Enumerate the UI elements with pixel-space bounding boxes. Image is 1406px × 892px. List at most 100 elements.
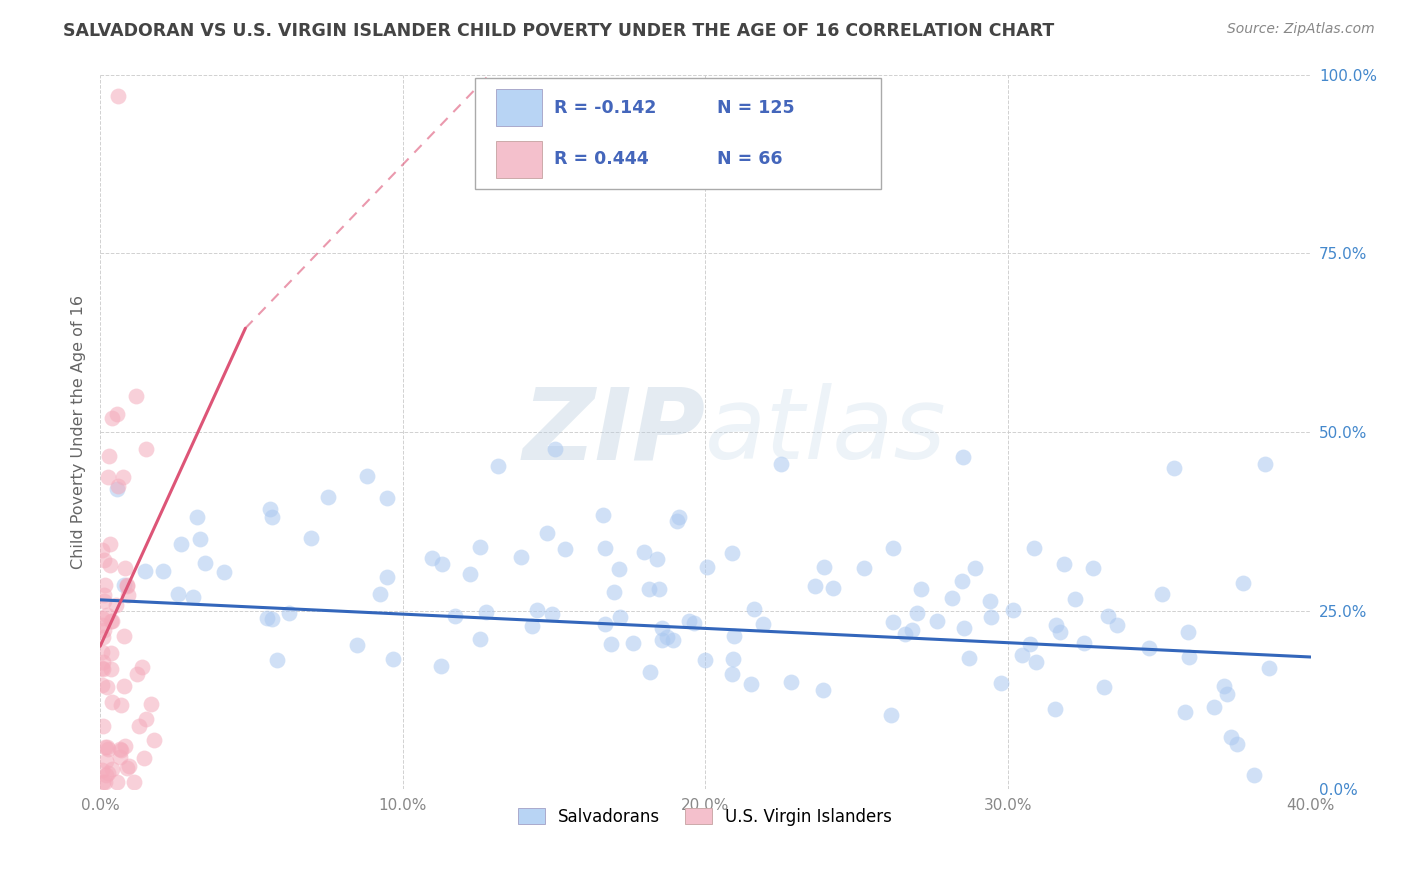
Point bbox=[1049, 625, 1071, 640]
Point bbox=[90, 543, 112, 558]
Point bbox=[97, 766, 120, 780]
Text: SALVADORAN VS U.S. VIRGIN ISLANDER CHILD POVERTY UNDER THE AGE OF 16 CORRELATION: SALVADORAN VS U.S. VIRGIN ISLANDER CHILD… bbox=[63, 22, 1054, 40]
Point bbox=[769, 457, 792, 471]
Point bbox=[98, 537, 121, 551]
Point bbox=[953, 622, 976, 636]
Point bbox=[167, 587, 190, 601]
Point bbox=[356, 469, 378, 483]
Point bbox=[803, 579, 825, 593]
Point bbox=[1097, 608, 1119, 623]
Point bbox=[651, 633, 673, 648]
Point bbox=[905, 606, 928, 620]
Point bbox=[592, 508, 614, 523]
Point bbox=[554, 541, 576, 556]
Point bbox=[468, 541, 491, 555]
Point bbox=[1063, 591, 1085, 606]
Point bbox=[910, 582, 932, 596]
Point bbox=[1232, 576, 1254, 591]
Point bbox=[544, 442, 567, 456]
Point bbox=[316, 490, 339, 504]
Point bbox=[259, 502, 281, 516]
Point bbox=[90, 645, 112, 659]
Point bbox=[1216, 688, 1239, 702]
Point bbox=[1177, 624, 1199, 639]
Point bbox=[96, 754, 118, 768]
Point bbox=[91, 775, 114, 789]
Point bbox=[131, 660, 153, 674]
Point bbox=[821, 581, 844, 595]
Text: N = 125: N = 125 bbox=[717, 99, 796, 117]
Point bbox=[486, 458, 509, 473]
Point bbox=[266, 653, 288, 667]
Point bbox=[980, 610, 1002, 624]
Point bbox=[1053, 558, 1076, 572]
Point bbox=[1022, 541, 1045, 556]
Point bbox=[1226, 737, 1249, 751]
Point bbox=[91, 662, 114, 676]
Point bbox=[1219, 730, 1241, 744]
Point bbox=[894, 627, 917, 641]
Point bbox=[100, 663, 122, 677]
Point bbox=[645, 552, 668, 566]
Point bbox=[668, 510, 690, 524]
Point bbox=[683, 616, 706, 631]
Point bbox=[277, 607, 299, 621]
Point bbox=[1105, 617, 1128, 632]
Point bbox=[880, 708, 903, 723]
Point bbox=[90, 763, 112, 777]
Point bbox=[637, 582, 659, 597]
Point bbox=[112, 629, 135, 643]
FancyBboxPatch shape bbox=[496, 89, 541, 126]
Point bbox=[346, 638, 368, 652]
Point bbox=[1152, 587, 1174, 601]
Point bbox=[952, 450, 974, 464]
Point bbox=[111, 470, 134, 484]
Point bbox=[526, 603, 548, 617]
Point bbox=[651, 621, 673, 635]
Point bbox=[1073, 636, 1095, 650]
Point bbox=[1081, 561, 1104, 575]
Text: ZIP: ZIP bbox=[523, 384, 706, 481]
Point bbox=[648, 582, 671, 596]
Point bbox=[110, 698, 132, 713]
Point bbox=[93, 624, 115, 638]
Point bbox=[1043, 702, 1066, 716]
Point bbox=[93, 553, 115, 567]
Point bbox=[368, 587, 391, 601]
Point bbox=[115, 761, 138, 775]
Point bbox=[1178, 650, 1201, 665]
Point bbox=[375, 570, 398, 584]
Point bbox=[98, 558, 121, 572]
Point bbox=[1018, 637, 1040, 651]
Point bbox=[723, 629, 745, 643]
Point bbox=[661, 633, 683, 648]
Point bbox=[1212, 679, 1234, 693]
Point bbox=[852, 561, 875, 575]
Point bbox=[96, 607, 118, 622]
Point bbox=[90, 618, 112, 632]
Point bbox=[194, 556, 217, 570]
Point bbox=[112, 578, 135, 592]
Point bbox=[101, 410, 124, 425]
Point bbox=[181, 590, 204, 604]
Text: R = 0.444: R = 0.444 bbox=[554, 151, 648, 169]
Point bbox=[135, 442, 157, 457]
Point bbox=[90, 678, 112, 692]
Point bbox=[603, 585, 626, 599]
Point bbox=[152, 564, 174, 578]
Point bbox=[520, 619, 543, 633]
Point bbox=[475, 605, 498, 619]
Point bbox=[657, 630, 679, 644]
Text: Source: ZipAtlas.com: Source: ZipAtlas.com bbox=[1227, 22, 1375, 37]
Point bbox=[122, 775, 145, 789]
Legend: Salvadorans, U.S. Virgin Islanders: Salvadorans, U.S. Virgin Islanders bbox=[510, 800, 901, 835]
Point bbox=[128, 719, 150, 733]
Point bbox=[105, 598, 128, 612]
Point bbox=[114, 739, 136, 753]
Y-axis label: Child Poverty Under the Age of 16: Child Poverty Under the Age of 16 bbox=[72, 295, 86, 569]
Point bbox=[541, 607, 564, 622]
Point bbox=[96, 680, 118, 694]
Point bbox=[110, 742, 132, 756]
Point bbox=[1001, 603, 1024, 617]
Point bbox=[925, 614, 948, 628]
